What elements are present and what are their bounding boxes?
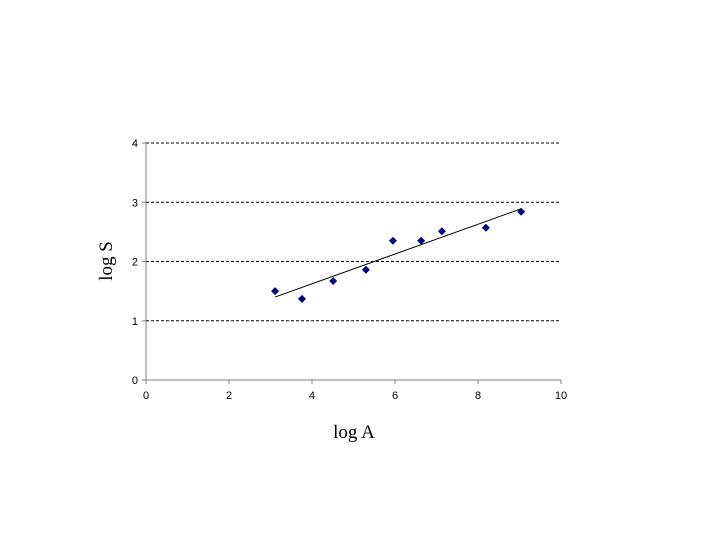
x-tick-label: 2 — [226, 390, 232, 402]
y-tick-label: 3 — [132, 197, 138, 209]
data-point — [271, 287, 280, 296]
x-tick-label: 8 — [475, 390, 481, 402]
data-point — [361, 265, 370, 274]
y-tick-label: 0 — [132, 375, 138, 387]
y-tick-label: 1 — [132, 316, 138, 328]
data-point — [437, 227, 446, 236]
data-point — [481, 223, 490, 232]
y-tick-label: 4 — [132, 138, 138, 150]
y-axis-title: log S — [96, 241, 117, 281]
y-tick-label: 2 — [132, 257, 138, 269]
trend-line — [274, 208, 522, 298]
data-point — [417, 236, 426, 245]
x-axis-title: log A — [333, 422, 375, 443]
data-point — [329, 277, 338, 286]
x-tick-label: 0 — [143, 390, 149, 402]
data-point — [298, 294, 307, 303]
x-tick-label: 4 — [309, 390, 315, 402]
x-tick-label: 10 — [555, 390, 567, 402]
x-tick-label: 6 — [392, 390, 398, 402]
data-point — [388, 236, 397, 245]
